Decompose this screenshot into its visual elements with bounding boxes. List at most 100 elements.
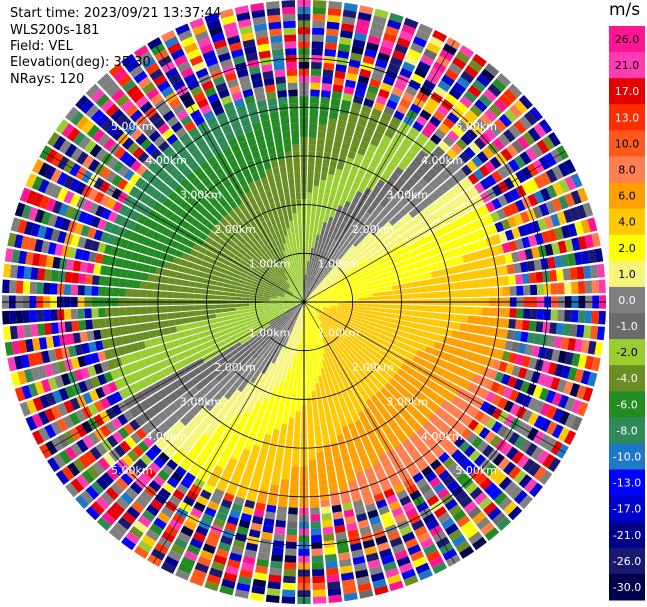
velocity-gate (194, 288, 202, 294)
velocity-gate (418, 189, 429, 199)
velocity-gate (403, 203, 414, 213)
velocity-gate (587, 217, 598, 232)
velocity-gate (367, 380, 375, 389)
velocity-gate (306, 212, 311, 220)
velocity-gate (293, 438, 300, 447)
velocity-gate (452, 228, 463, 239)
velocity-gate (500, 148, 513, 162)
velocity-gate (3, 326, 12, 341)
velocity-gate (551, 165, 564, 180)
velocity-gate (362, 319, 370, 325)
velocity-gate (322, 76, 333, 85)
velocity-gate (388, 378, 398, 387)
velocity-gate (362, 279, 370, 285)
velocity-gate (320, 506, 331, 515)
velocity-gate (343, 86, 355, 95)
velocity-gate (434, 291, 442, 299)
velocity-gate (140, 323, 149, 332)
velocity-gate (375, 213, 384, 223)
velocity-gate (320, 322, 327, 330)
velocity-gate (310, 303, 318, 307)
velocity-gate (406, 352, 416, 361)
velocity-gate (337, 183, 345, 192)
velocity-gate (327, 216, 334, 225)
velocity-gate (550, 309, 558, 321)
velocity-gate (43, 282, 51, 295)
velocity-gate (489, 103, 503, 117)
velocity-gate (431, 348, 440, 357)
velocity-gate (325, 387, 331, 396)
velocity-gate (541, 360, 551, 374)
velocity-gate (314, 241, 319, 249)
velocity-gate (335, 126, 345, 135)
velocity-gate (428, 179, 440, 191)
velocity-gate (399, 260, 408, 268)
velocity-gate (311, 254, 316, 262)
velocity-gate (300, 343, 303, 351)
velocity-gate (177, 331, 186, 339)
velocity-gate (502, 386, 513, 399)
velocity-gate (384, 336, 393, 344)
velocity-gate (440, 291, 449, 298)
velocity-gate (348, 172, 357, 182)
velocity-gate (483, 127, 497, 141)
velocity-gate (331, 256, 338, 264)
velocity-gate (401, 265, 410, 273)
velocity-gate (339, 351, 346, 359)
velocity-gate (222, 312, 230, 317)
velocity-gate (462, 177, 474, 189)
velocity-gate (372, 356, 380, 365)
velocity-gate (85, 319, 93, 330)
velocity-gate (142, 264, 151, 273)
velocity-gate (275, 415, 283, 424)
velocity-gate (448, 160, 461, 173)
velocity-gate (329, 333, 336, 340)
velocity-gate (99, 328, 109, 339)
velocity-gate (543, 375, 554, 389)
velocity-gate (394, 202, 404, 212)
velocity-gate (500, 218, 511, 231)
velocity-gate (317, 299, 325, 301)
velocity-gate (343, 271, 351, 277)
velocity-gate (210, 275, 219, 281)
velocity-gate (428, 381, 439, 391)
velocity-gate (418, 317, 427, 325)
velocity-gate (372, 131, 384, 141)
velocity-gate (529, 106, 543, 122)
velocity-gate (355, 317, 364, 323)
velocity-gate (305, 288, 308, 296)
velocity-gate (491, 337, 500, 348)
velocity-gate (481, 278, 489, 288)
velocity-gate (323, 443, 331, 452)
velocity-gate (335, 327, 342, 334)
velocity-gate (333, 226, 340, 234)
velocity-gate (456, 119, 469, 133)
velocity-gate (323, 329, 329, 336)
velocity-gate (313, 410, 319, 419)
velocity-gate (309, 363, 313, 371)
velocity-gate (420, 431, 432, 443)
velocity-gate (520, 331, 529, 343)
velocity-gate (583, 265, 592, 279)
velocity-gate (459, 95, 473, 109)
velocity-gate (393, 382, 403, 392)
velocity-gate (389, 197, 399, 208)
velocity-gate (378, 308, 387, 313)
velocity-gate (358, 226, 367, 234)
velocity-gate (294, 425, 301, 433)
velocity-gate (427, 425, 438, 436)
velocity-gate (339, 341, 347, 349)
velocity-gate (330, 442, 339, 451)
velocity-gate (475, 307, 483, 316)
velocity-gate (403, 213, 413, 223)
velocity-gate (338, 274, 345, 281)
velocity-gate (316, 307, 323, 312)
velocity-gate (358, 303, 366, 307)
velocity-gate (357, 169, 366, 178)
velocity-gate (504, 363, 515, 375)
velocity-gate (445, 415, 456, 427)
velocity-gate (290, 369, 295, 377)
velocity-gate (406, 243, 416, 252)
velocity-gate (91, 275, 100, 286)
velocity-gate (323, 291, 330, 296)
